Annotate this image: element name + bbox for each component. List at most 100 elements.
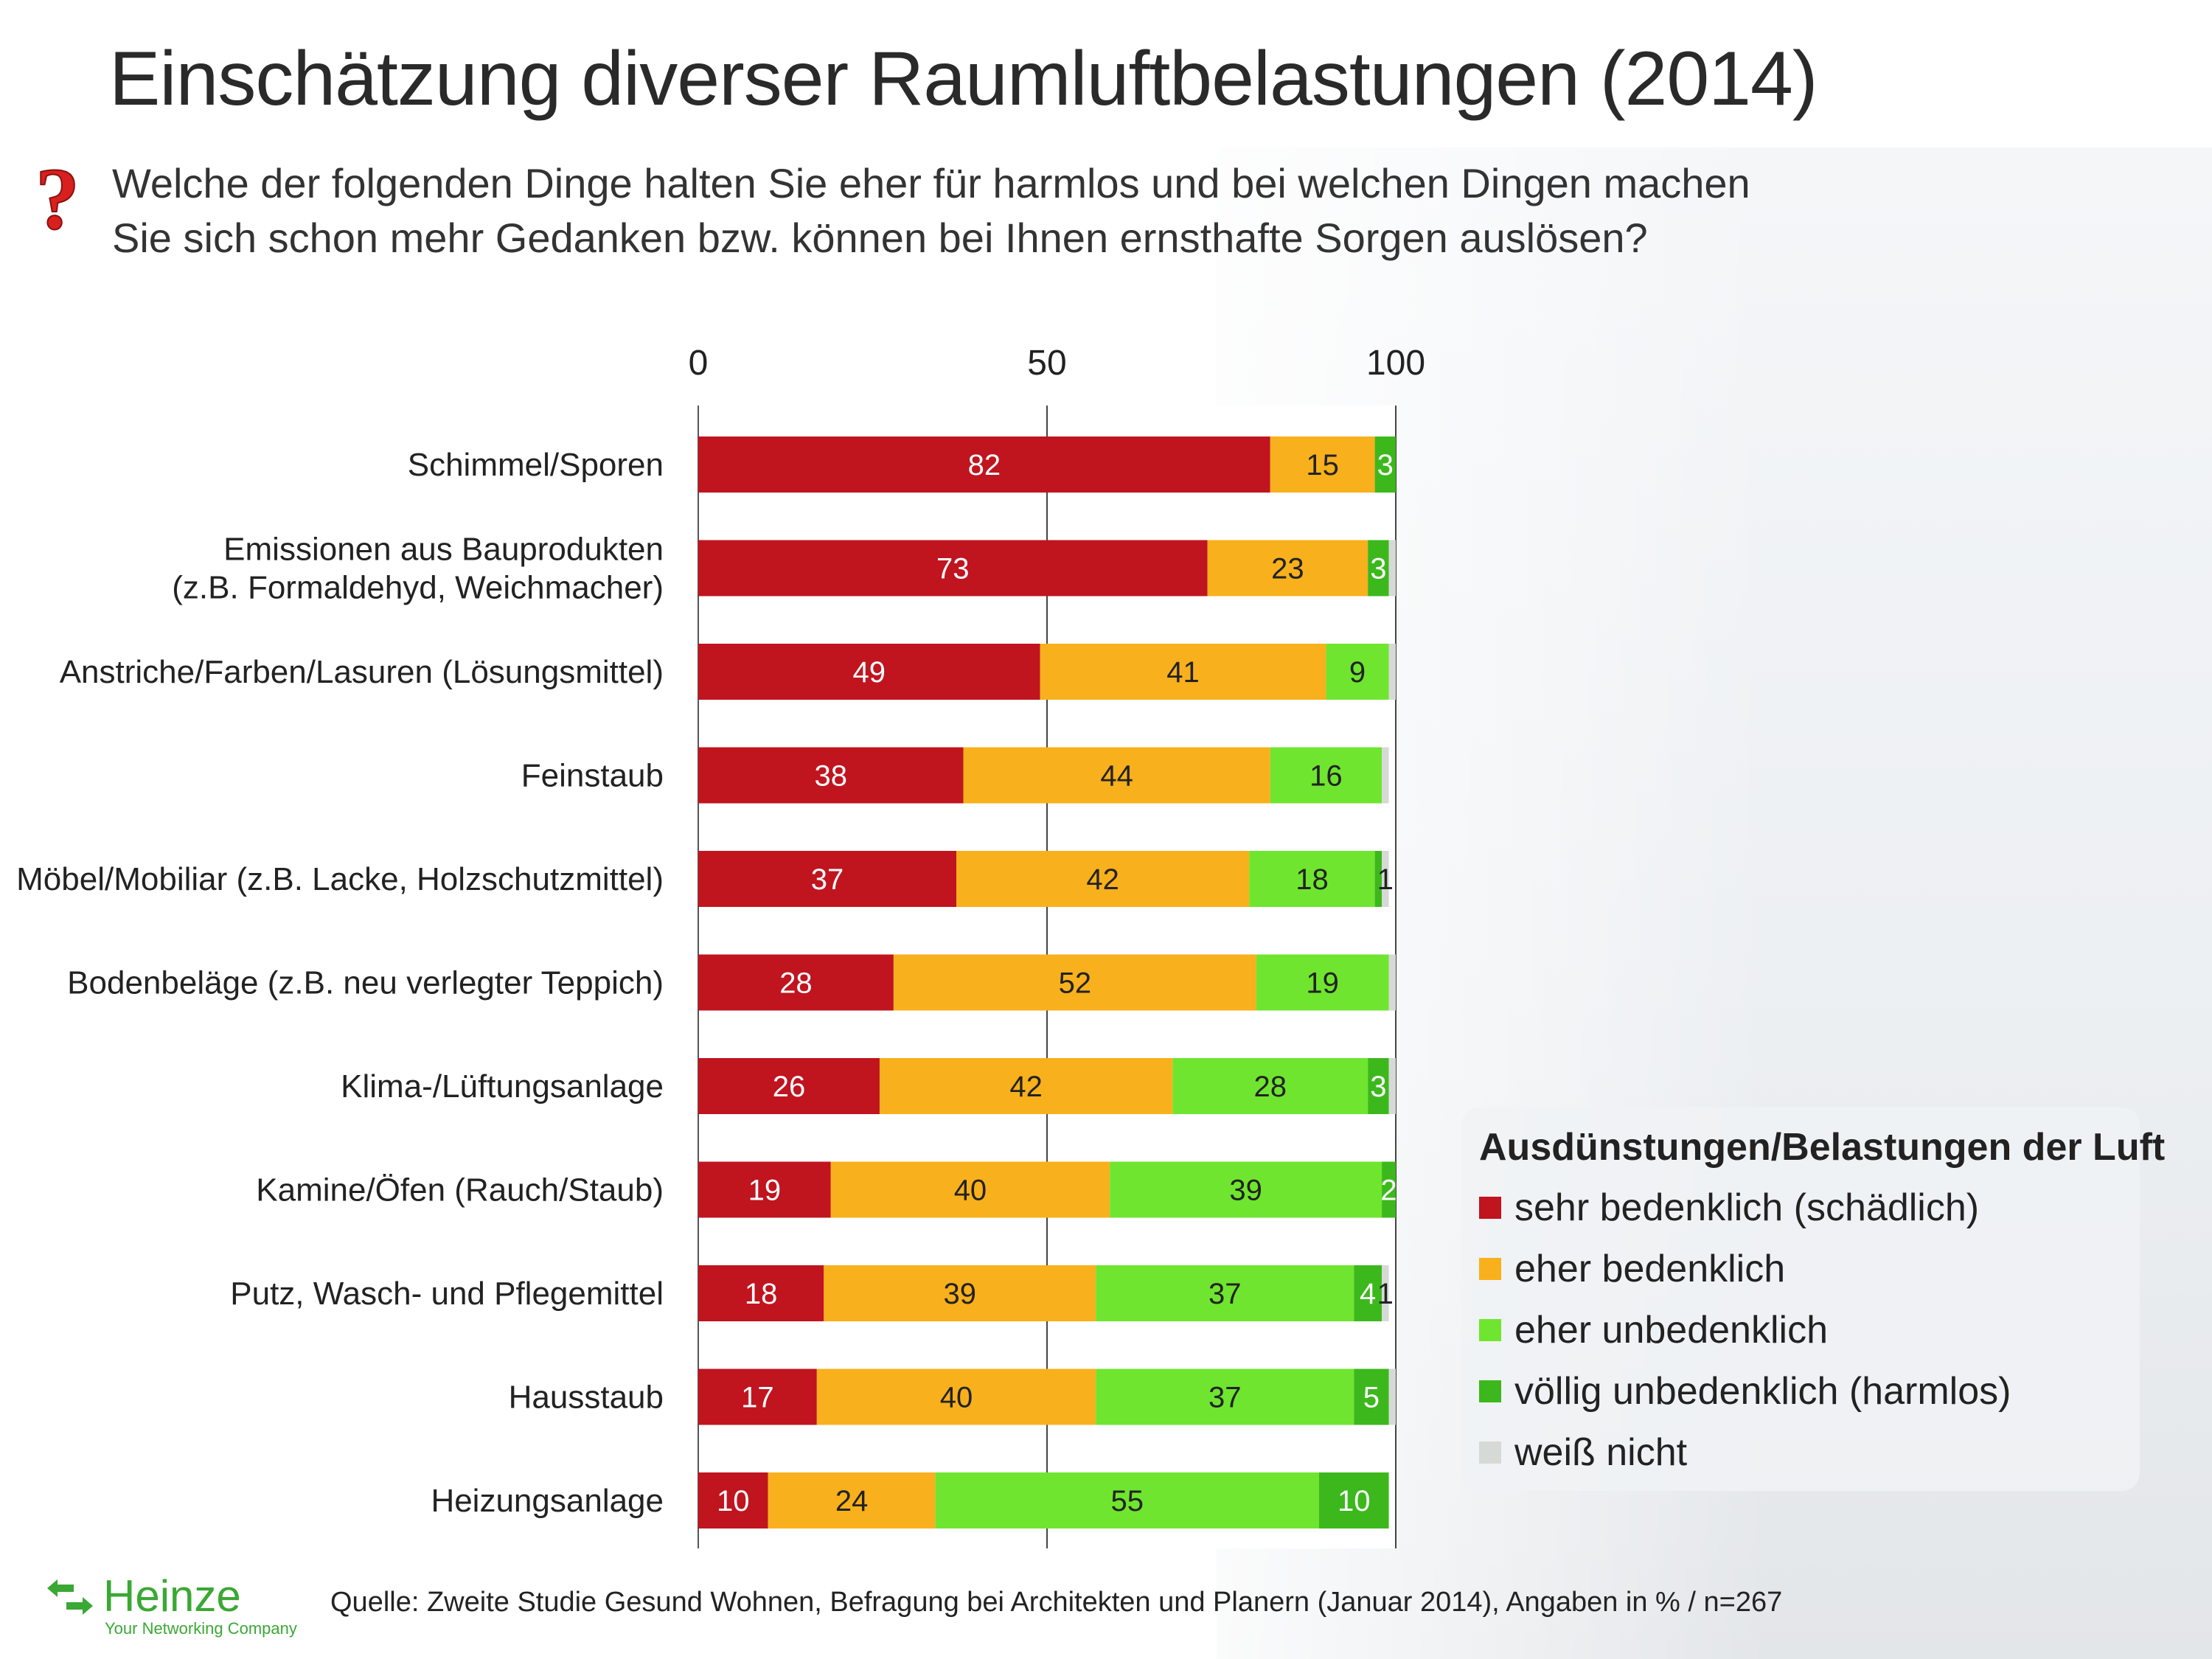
data-label: 18 xyxy=(1295,863,1329,896)
data-label: 19 xyxy=(748,1175,782,1207)
bar-segment xyxy=(1354,1265,1382,1321)
data-label: 40 xyxy=(940,1382,973,1414)
data-label: 17 xyxy=(741,1382,774,1414)
legend-label: sehr bedenklich (schädlich) xyxy=(1514,1186,1980,1229)
data-label: 28 xyxy=(1253,1071,1287,1103)
legend-swatch xyxy=(1479,1380,1501,1402)
bar-segment xyxy=(698,644,1040,700)
bar-segment xyxy=(1040,644,1326,700)
bar-segment xyxy=(1207,540,1368,597)
legend-swatch xyxy=(1479,1441,1501,1464)
bar-segment xyxy=(1374,437,1396,493)
bar-segment xyxy=(1110,1161,1382,1218)
bar-segment xyxy=(830,1161,1110,1218)
bar-segment xyxy=(698,437,1270,493)
bar-segment xyxy=(1354,1368,1389,1425)
bar-segment xyxy=(1388,1368,1396,1425)
question-line-1: Welche der folgenden Dinge halten Sie eh… xyxy=(112,160,1750,206)
data-label: 39 xyxy=(944,1278,977,1310)
bar-segment xyxy=(698,747,964,804)
data-label: 41 xyxy=(1166,656,1200,689)
category-label: (z.B. Formaldehyd, Weichmacher) xyxy=(172,570,664,606)
heinze-logo[interactable]: Heinze Your Networking Company xyxy=(44,1571,310,1644)
bar-segment xyxy=(879,1058,1173,1114)
data-label: 42 xyxy=(1009,1071,1043,1103)
legend-item-voellig-unbedenklich: völlig unbedenklich (harmlos) xyxy=(1479,1360,2140,1422)
data-label: 9 xyxy=(1349,656,1366,689)
category-label: Feinstaub xyxy=(521,758,664,794)
category-label: Anstriche/Farben/Lasuren (Lösungsmittel) xyxy=(60,654,664,690)
data-label: 37 xyxy=(1208,1278,1242,1310)
category-label: Schimmel/Sporen xyxy=(408,447,664,483)
bar-segment xyxy=(1326,644,1389,700)
legend-label: völlig unbedenklich (harmlos) xyxy=(1514,1369,2011,1413)
category-label: Kamine/Öfen (Rauch/Staub) xyxy=(256,1172,664,1208)
x-tick-label: 50 xyxy=(1027,344,1066,383)
page-title: Einschätzung diverser Raumluftbelastunge… xyxy=(109,36,1818,122)
data-label: 19 xyxy=(1306,967,1339,1000)
data-label: 1 xyxy=(1377,1278,1394,1310)
legend-item-eher-unbedenklich: eher unbedenklich xyxy=(1479,1299,2140,1360)
data-label: 4 xyxy=(1360,1278,1376,1310)
bar-segment xyxy=(698,1368,817,1425)
bar-segment xyxy=(1256,954,1389,1011)
legend-swatch xyxy=(1479,1318,1501,1341)
data-label: 26 xyxy=(773,1071,806,1103)
svg-text:?: ? xyxy=(35,155,80,243)
legend-item-weiss-nicht: weiß nicht xyxy=(1479,1422,2140,1483)
bar-segment xyxy=(1096,1265,1354,1321)
bar-segment xyxy=(698,851,957,907)
logo-name: Heinze xyxy=(103,1571,241,1621)
data-label: 23 xyxy=(1271,553,1304,585)
category-label: Emissionen aus Bauprodukten xyxy=(223,532,664,568)
bar-segment xyxy=(698,1265,824,1321)
data-label: 3 xyxy=(1370,1071,1386,1103)
legend-item-eher-bedenklich: eher bedenklich xyxy=(1479,1238,2140,1299)
bar-segment xyxy=(935,1472,1319,1528)
legend-label: weiß nicht xyxy=(1514,1430,1688,1474)
bar-segment xyxy=(1382,1265,1389,1321)
bar-segment xyxy=(956,851,1250,907)
data-label: 3 xyxy=(1370,553,1386,585)
bar-segment xyxy=(963,747,1270,804)
logo-tagline: Your Networking Company xyxy=(105,1619,297,1638)
data-label: 40 xyxy=(954,1175,987,1207)
category-label: Putz, Wasch- und Pflegemittel xyxy=(230,1276,664,1312)
heinze-arrows-icon xyxy=(47,1579,93,1615)
bar-segment xyxy=(1096,1368,1354,1425)
legend-swatch xyxy=(1479,1257,1501,1280)
data-label: 37 xyxy=(811,863,844,896)
bar-segment xyxy=(1249,851,1375,907)
data-label: 73 xyxy=(936,553,970,585)
bar-segment xyxy=(816,1368,1096,1425)
x-tick-label: 0 xyxy=(689,344,709,383)
bar-segment xyxy=(698,1058,880,1114)
bar-segment xyxy=(1318,1472,1389,1528)
data-label: 38 xyxy=(814,760,847,793)
bar-segment xyxy=(1270,747,1382,804)
data-label: 28 xyxy=(779,967,813,1000)
source-note: Quelle: Zweite Studie Gesund Wohnen, Bef… xyxy=(330,1587,1783,1618)
category-label: Möbel/Mobiliar (z.B. Lacke, Holzschutzmi… xyxy=(16,861,664,897)
legend: Ausdünstungen/Belastungen der Luft sehr … xyxy=(1461,1107,2165,1491)
data-label: 5 xyxy=(1363,1382,1380,1414)
bar-segment xyxy=(893,954,1256,1011)
data-label: 82 xyxy=(968,449,1001,481)
bar-segment xyxy=(1382,1161,1396,1218)
bar-segment xyxy=(698,540,1208,597)
bar-segment xyxy=(1382,851,1389,907)
bar-segment xyxy=(1388,644,1396,700)
data-label: 18 xyxy=(745,1278,778,1310)
question-text: Welche der folgenden Dinge halten Sie eh… xyxy=(112,156,1750,265)
bar-segment xyxy=(1388,1058,1396,1114)
data-label: 52 xyxy=(1059,967,1092,1000)
bar-segment xyxy=(1270,437,1375,493)
category-label: Hausstaub xyxy=(509,1380,664,1416)
data-label: 2 xyxy=(1380,1175,1397,1207)
data-label: 15 xyxy=(1306,449,1339,481)
data-label: 49 xyxy=(853,656,886,689)
category-label: Bodenbeläge (z.B. neu verlegter Teppich) xyxy=(67,965,664,1001)
bar-segment xyxy=(1368,1058,1389,1114)
x-tick-label: 100 xyxy=(1366,344,1425,383)
